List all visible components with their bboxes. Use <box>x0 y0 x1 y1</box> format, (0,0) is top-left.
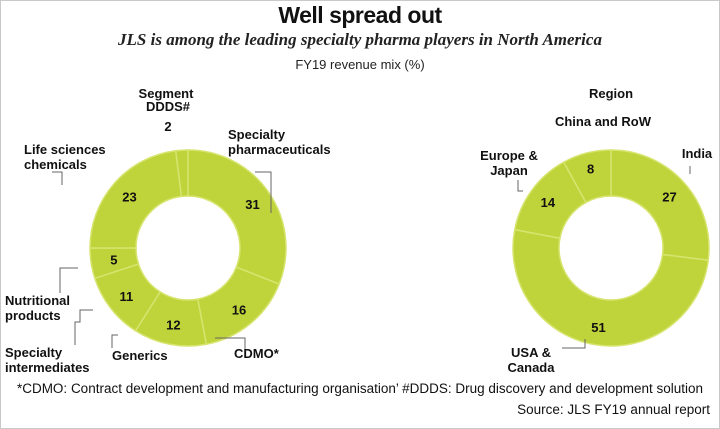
slice-india <box>610 149 710 262</box>
leader-line-specialty-pharmaceuticals <box>255 171 272 213</box>
value-label-europe-japan: 14 <box>541 195 556 210</box>
category-label-india: India <box>682 146 713 161</box>
chart-heading-region: Region <box>589 86 633 101</box>
value-label-specialty-pharmaceuticals: 31 <box>245 197 259 212</box>
slice-specialty-pharmaceuticals <box>187 149 287 286</box>
chart-title: Well spread out <box>278 2 442 28</box>
category-label-specialty-pharmaceuticals: Specialty pharmaceuticals <box>228 127 331 157</box>
chart-heading-segment: Segment <box>139 86 195 101</box>
category-label-ddds: DDDS# <box>146 99 191 114</box>
slice-china-and-row <box>562 149 612 204</box>
value-label-china-and-row: 8 <box>587 162 594 177</box>
leader-line-cdmo <box>215 337 246 350</box>
chart-caption: FY19 revenue mix (%) <box>295 57 425 72</box>
value-label-specialty-intermediates: 11 <box>119 289 133 304</box>
source-note: Source: JLS FY19 annual report <box>517 402 710 417</box>
value-label-generics: 12 <box>166 318 180 333</box>
category-label-cdmo: CDMO* <box>234 346 280 361</box>
leader-line-usa-canada <box>562 339 586 349</box>
leader-line-life-sciences-chemicals <box>52 171 63 185</box>
category-label-china-and-row: China and RoW <box>555 114 652 129</box>
chart-subtitle: JLS is among the leading specialty pharm… <box>118 30 602 49</box>
value-label-cdmo: 16 <box>232 303 246 318</box>
slice-ddds <box>174 149 189 198</box>
category-label-specialty-intermediates: Specialty intermediates <box>5 345 90 375</box>
category-label-life-sciences-chemicals: Life sciences chemicals <box>24 142 106 172</box>
leader-line-specialty-intermediates <box>74 309 93 345</box>
value-label-ddds: 2 <box>164 119 171 134</box>
slice-usa-canada <box>512 228 710 347</box>
leader-line-europe-japan <box>517 180 523 192</box>
category-label-usa-canada: USA & Canada <box>508 345 556 375</box>
category-label-generics: Generics <box>112 348 168 363</box>
footnote: *CDMO: Contract development and manufact… <box>16 381 704 396</box>
category-label-europe-japan: Europe & Japan <box>480 148 538 178</box>
donut-region: Region 27 51 14 8 <box>512 86 710 349</box>
donut-segment: Segment 31 16 12 11 5 23 2 <box>52 86 287 350</box>
leader-line-generics <box>111 334 118 348</box>
value-label-usa-canada: 51 <box>591 320 605 335</box>
value-label-india: 27 <box>662 189 676 204</box>
category-label-nutritional-products: Nutritional products <box>5 293 70 323</box>
slice-life-sciences-chemicals <box>89 149 183 249</box>
value-label-nutritional-products: 5 <box>110 253 117 268</box>
value-label-life-sciences-chemicals: 23 <box>122 189 136 204</box>
leader-line-nutritional-products <box>59 267 78 293</box>
